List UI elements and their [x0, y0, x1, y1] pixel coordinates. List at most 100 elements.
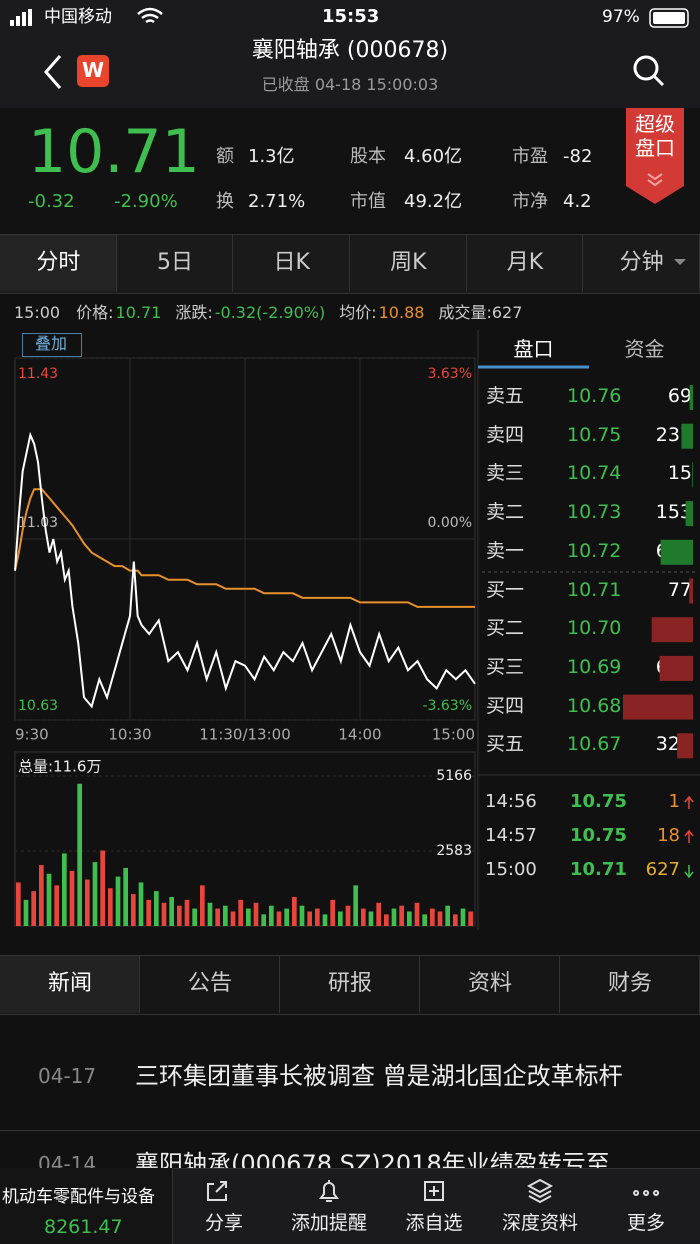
- y-tick-label: 5166: [436, 768, 472, 784]
- book-price: 10.73: [567, 501, 622, 524]
- book-tab[interactable]: 资金: [624, 337, 665, 361]
- overlay-button[interactable]: [22, 333, 82, 357]
- info-label: 均价:: [339, 303, 377, 322]
- book-volume: 851: [655, 617, 692, 640]
- sector-value: 8261.47: [44, 1216, 123, 1238]
- news-tab[interactable]: [0, 956, 140, 1013]
- news-tab-label: 财务: [607, 971, 652, 996]
- y2-tick-label: 3.63%: [428, 366, 472, 382]
- news-title[interactable]: 三环集团董事长被调查 曾是湖北国企改革标杆: [135, 1062, 623, 1090]
- volume-bar: [223, 905, 228, 926]
- book-side: 买五: [486, 733, 525, 756]
- news-tab[interactable]: [280, 956, 420, 1013]
- volume-bar: [146, 899, 151, 926]
- stat-label: 市盈: [512, 146, 548, 167]
- news-tab-label: 新闻: [47, 971, 92, 996]
- volume-bar: [154, 891, 159, 926]
- badge-chevron: [647, 173, 663, 187]
- battery-level: [653, 12, 685, 24]
- volume-bar: [169, 896, 174, 926]
- x-tick-label: 9:30: [15, 726, 49, 744]
- action-label[interactable]: 分享: [204, 1212, 243, 1234]
- volume-bar: [200, 885, 205, 926]
- volume-bar: [445, 905, 450, 926]
- y2-tick-label: -3.63%: [422, 698, 472, 714]
- trade-price: 10.75: [570, 791, 627, 812]
- search-button[interactable]: [633, 55, 659, 81]
- volume-bar: [46, 873, 52, 926]
- super-book-badge[interactable]: [626, 108, 686, 206]
- volume-bar: [322, 914, 328, 926]
- book-volume: 77: [667, 578, 692, 601]
- book-price: 10.69: [567, 655, 622, 678]
- volume-bar: [123, 867, 128, 926]
- info-label: 涨跌:: [175, 303, 213, 322]
- stat-value: 4.60亿: [404, 146, 463, 167]
- volume-bar: [92, 862, 98, 926]
- period-tabs: [0, 234, 700, 294]
- carrier: 中国移动: [44, 7, 112, 27]
- info-value: -0.32(-2.90%): [214, 303, 326, 322]
- volume-bar: [184, 899, 190, 926]
- trade-price: 10.75: [570, 825, 627, 846]
- period-tab-label: 5日: [156, 250, 193, 275]
- volume-bar: [100, 850, 105, 926]
- volume-bar: [276, 911, 282, 926]
- volume-bar: [384, 914, 389, 926]
- volume-bar: [192, 908, 197, 926]
- book-tab[interactable]: 盘口: [513, 337, 554, 361]
- action-label[interactable]: 更多: [626, 1212, 665, 1234]
- volume-bar: [85, 879, 90, 926]
- book-side: 买四: [486, 694, 525, 717]
- period-tab[interactable]: [233, 235, 350, 292]
- y-tick-label: 10.63: [18, 698, 58, 714]
- volume-bar: [430, 908, 435, 926]
- stat-value: -82: [563, 146, 593, 167]
- period-tab[interactable]: [350, 235, 467, 292]
- price-change: -0.32: [28, 191, 75, 212]
- trade-volume: 627: [645, 859, 680, 880]
- period-tab[interactable]: [117, 235, 234, 292]
- action-label[interactable]: 添自选: [405, 1212, 463, 1234]
- x-tick-label: 15:00: [432, 726, 475, 744]
- stock-title: 襄阳轴承 (000678): [251, 38, 449, 63]
- period-tab[interactable]: [583, 235, 700, 292]
- signal-icon: [10, 9, 32, 26]
- trade-time: 15:00: [485, 859, 537, 880]
- volume-bar: [230, 911, 236, 926]
- stat-label: 股本: [350, 146, 386, 167]
- price-line: [14, 488, 475, 608]
- stat-value: 4.2: [563, 191, 592, 212]
- y2-tick-label: 0.00%: [428, 515, 472, 531]
- news-tab[interactable]: [420, 956, 560, 1013]
- sector-box[interactable]: [0, 1168, 173, 1244]
- app-logo: [77, 55, 109, 87]
- action-label[interactable]: 添加提醒: [290, 1212, 367, 1234]
- book-price: 10.76: [567, 385, 622, 407]
- trade-time: 14:56: [485, 791, 537, 812]
- period-tab-label: 分钟: [619, 250, 664, 275]
- stat-value: 2.71%: [248, 191, 306, 212]
- volume-bar: [414, 902, 420, 926]
- period-tab-label: 月K: [506, 250, 544, 275]
- back-button[interactable]: [44, 55, 62, 89]
- action-label[interactable]: 深度资料: [501, 1212, 578, 1234]
- badge-line: 超级: [635, 112, 675, 136]
- volume-bar: [376, 902, 381, 926]
- volume-bar: [338, 911, 343, 926]
- book-side: 卖五: [486, 385, 525, 407]
- period-tab[interactable]: [0, 235, 117, 292]
- book-volume: 237: [655, 423, 692, 446]
- volume-bar: [246, 908, 251, 926]
- battery-text: 97%: [602, 7, 640, 27]
- volume-bar: [23, 899, 29, 926]
- x-tick-label: 11:30/13:00: [199, 726, 291, 744]
- volume-bar: [437, 911, 443, 926]
- period-tab[interactable]: [467, 235, 584, 292]
- market-status: 已收盘 04-18 15:00:03: [261, 75, 439, 94]
- info-value: 10.71: [115, 303, 162, 322]
- news-tab-label: 资料: [467, 971, 512, 996]
- volume-bar: [138, 882, 144, 926]
- news-tab[interactable]: [140, 956, 280, 1013]
- volume-frame: [14, 751, 476, 927]
